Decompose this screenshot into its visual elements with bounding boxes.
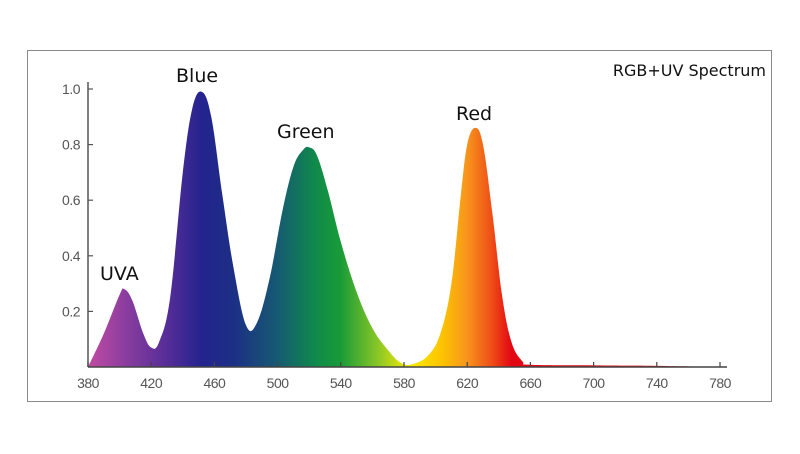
chart-title: RGB+UV Spectrum <box>613 61 766 80</box>
chart-frame <box>27 50 772 402</box>
peak-label-green: Green <box>277 121 335 143</box>
peak-labels: UVA Blue Green Red <box>100 65 492 285</box>
x-tick-label: 700 <box>583 375 606 391</box>
x-tick-label: 460 <box>203 375 226 391</box>
x-tick-label: 660 <box>519 375 542 391</box>
x-tick-label: 500 <box>267 375 290 391</box>
x-axis: 380 420 460 500 540 580 620 660 700 740 780 <box>77 362 732 391</box>
y-axis: 0.2 0.4 0.6 0.8 1.0 <box>62 81 93 367</box>
y-tick-label: 0.2 <box>62 303 81 319</box>
y-tick-label: 0.8 <box>62 137 81 153</box>
spectrum-area <box>88 91 720 367</box>
x-tick-label: 620 <box>456 375 479 391</box>
x-tick-label: 420 <box>140 375 163 391</box>
peak-label-uva: UVA <box>100 263 139 285</box>
y-tick-label: 1.0 <box>62 81 81 97</box>
y-tick-label: 0.4 <box>62 248 81 264</box>
x-tick-label: 740 <box>646 375 669 391</box>
peak-label-blue: Blue <box>176 65 218 87</box>
x-tick-label: 780 <box>709 375 732 391</box>
x-tick-label: 540 <box>330 375 353 391</box>
x-tick-label: 580 <box>393 375 416 391</box>
peak-label-red: Red <box>456 103 492 125</box>
x-tick-label: 380 <box>77 375 100 391</box>
y-tick-label: 0.6 <box>62 192 81 208</box>
